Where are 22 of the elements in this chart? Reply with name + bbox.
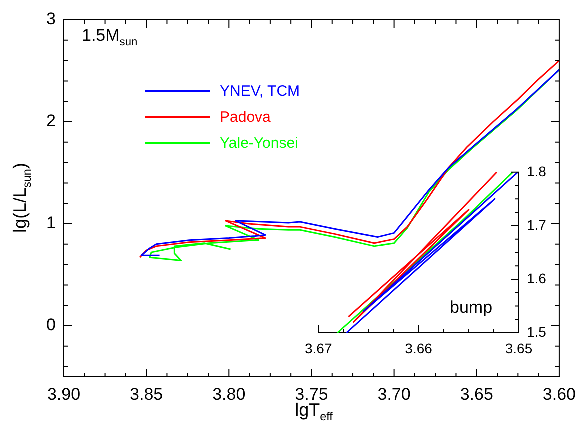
legend-label: YNEV, TCM: [220, 82, 300, 100]
x-tick-label: 3.67: [305, 340, 332, 356]
y-tick-label: 2: [46, 112, 56, 131]
y-tick-label: 0: [46, 316, 56, 335]
y-tick-label: 1.8: [527, 163, 547, 180]
legend-label: Yale-Yonsei: [220, 134, 298, 152]
y-tick-label: 1.5: [527, 324, 547, 340]
x-tick-label: 3.85: [130, 384, 164, 404]
y-tick-label: 3: [46, 10, 56, 29]
y-tick-label: 1.6: [527, 270, 547, 286]
annotation: bump: [450, 298, 493, 318]
x-tick-label: 3.65: [460, 384, 494, 404]
legend-label: Padova: [220, 108, 271, 126]
annotation: 1.5M$_{sun}$: [82, 26, 138, 48]
y-tick-label: 1.7: [527, 216, 547, 233]
y-tick-label: 1: [46, 214, 56, 233]
x-tick-label: 3.90: [47, 384, 81, 404]
x-tick-label: 3.80: [212, 384, 246, 404]
x-tick-label: 3.66: [405, 340, 433, 356]
x-tick-label: 3.65: [505, 340, 533, 356]
x-tick-label: 3.70: [378, 384, 411, 404]
x-tick-label: 3.60: [542, 384, 576, 404]
